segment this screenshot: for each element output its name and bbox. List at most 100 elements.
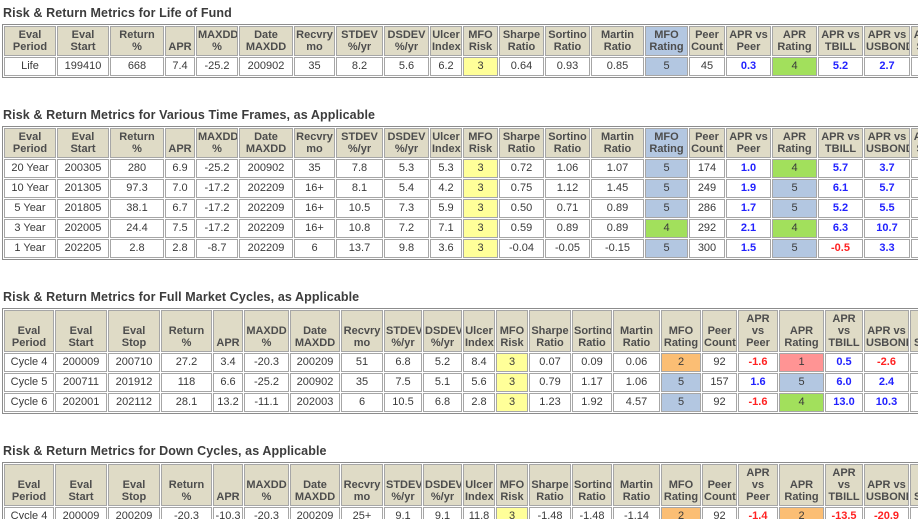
column-header: Martin Ratio xyxy=(591,26,644,56)
data-cell: 1.23 xyxy=(529,393,571,412)
data-cell: 6.0 xyxy=(825,373,863,392)
data-cell: -20.9 xyxy=(864,507,909,519)
data-cell: 6.9 xyxy=(165,159,195,178)
data-cell: 5 xyxy=(772,199,817,218)
column-header: Date MAXDD xyxy=(239,26,293,56)
data-cell: 202209 xyxy=(239,219,293,238)
column-header: MAXDD % xyxy=(196,128,238,158)
data-cell: -8.7 xyxy=(196,239,238,258)
data-cell: 1.0 xyxy=(726,159,771,178)
data-cell: 3 xyxy=(463,179,498,198)
column-header: Eval Start xyxy=(55,310,107,352)
column-header: APR xyxy=(213,310,243,352)
table-row: 20 Year 200305 280 6.9 -25.2 200902 35 7.8 5.3 5.… xyxy=(4,159,918,178)
data-cell: -20.3 xyxy=(244,507,289,519)
data-cell: 202209 xyxy=(239,199,293,218)
data-cell: 0.2 xyxy=(911,239,918,258)
data-cell: -3.1 xyxy=(911,159,918,178)
data-cell: 8.4 xyxy=(463,353,495,372)
data-cell: 1 xyxy=(779,353,824,372)
section-title-full-market-cycles: Risk & Return Metrics for Full Market Cy… xyxy=(3,290,360,304)
data-cell: 5.1 xyxy=(423,373,462,392)
column-header: APR vs USBOND xyxy=(864,128,910,158)
data-cell: 3 xyxy=(496,507,528,519)
column-header: APR xyxy=(213,464,243,506)
column-header: Eval Period xyxy=(4,310,54,352)
data-cell: 0.79 xyxy=(529,373,571,392)
column-header: Sortino Ratio xyxy=(545,128,590,158)
column-header: Ulcer Index xyxy=(430,128,462,158)
data-cell: 6 xyxy=(341,393,383,412)
column-header: Sharpe Ratio xyxy=(499,26,544,56)
data-cell: -25.2 xyxy=(244,373,289,392)
column-header: MFO Rating xyxy=(645,128,688,158)
data-cell: 1.06 xyxy=(545,159,590,178)
data-cell: -17.2 xyxy=(196,179,238,198)
data-cell: 4.57 xyxy=(613,393,660,412)
data-cell: 6.1 xyxy=(818,179,863,198)
data-cell: 13.7 xyxy=(336,239,383,258)
data-cell: 5 xyxy=(645,159,688,178)
column-header: Eval Start xyxy=(57,26,109,56)
data-cell: 0.59 xyxy=(499,219,544,238)
column-header: Martin Ratio xyxy=(613,464,660,506)
column-header: APR vs SP500 xyxy=(910,464,918,506)
data-cell: 0.89 xyxy=(591,219,644,238)
data-cell: 1.4 xyxy=(910,353,918,372)
column-header: APR Rating xyxy=(779,464,824,506)
data-cell: 9.8 xyxy=(384,239,429,258)
data-cell: 202003 xyxy=(290,393,340,412)
data-cell: 92 xyxy=(702,507,737,519)
data-cell: 202005 xyxy=(57,219,109,238)
data-cell: 5 Year xyxy=(4,199,56,218)
data-cell: 25+ xyxy=(341,507,383,519)
data-cell: 7.1 xyxy=(430,219,462,238)
column-header: APR vs TBILL xyxy=(825,310,863,352)
data-cell: 3.3 xyxy=(864,239,910,258)
data-cell: 2 xyxy=(661,353,701,372)
data-cell: 10.8 xyxy=(336,219,383,238)
data-cell: 1.12 xyxy=(545,179,590,198)
full-market-cycles-table: Eval Period Eval Start Eval Stop Return % AP… xyxy=(2,308,918,414)
table-row: Cycle 4 200009 200209 -20.3 -10.3 -20.3 200209… xyxy=(4,507,918,519)
data-cell: 4 xyxy=(772,219,817,238)
data-cell: 5 xyxy=(645,57,688,76)
data-cell: 0.93 xyxy=(545,57,590,76)
column-header: Recvry mo xyxy=(341,464,383,506)
header-row: Eval Period Eval Start Return % APR MAXDD % D… xyxy=(4,26,918,56)
column-header: Ulcer Index xyxy=(463,310,495,352)
data-cell: 3 xyxy=(496,353,528,372)
data-cell: 10.5 xyxy=(336,199,383,218)
column-header: MAXDD % xyxy=(196,26,238,56)
column-header: MFO Risk xyxy=(496,310,528,352)
data-cell: 27.2 xyxy=(161,353,212,372)
data-cell: 35 xyxy=(294,57,335,76)
column-header: Martin Ratio xyxy=(613,310,660,352)
data-cell: 4.2 xyxy=(430,179,462,198)
data-cell: 5.7 xyxy=(818,159,863,178)
data-cell: 5.5 xyxy=(864,199,910,218)
column-header: Date MAXDD xyxy=(290,464,340,506)
column-header: Return % xyxy=(161,464,212,506)
data-cell: 118 xyxy=(161,373,212,392)
data-cell: 3 xyxy=(463,57,498,76)
data-cell: 3 xyxy=(463,219,498,238)
data-cell: 8.1 xyxy=(336,179,383,198)
data-cell: -0.05 xyxy=(545,239,590,258)
data-cell: 16+ xyxy=(294,199,335,218)
data-cell: -0.04 xyxy=(499,239,544,258)
data-cell: 300 xyxy=(689,239,725,258)
column-header: MAXDD % xyxy=(244,464,289,506)
data-cell: 202209 xyxy=(239,239,293,258)
table-row: 1 Year 202205 2.8 2.8 -8.7 202209 6 13.7 9.8 3.6 3… xyxy=(4,239,918,258)
column-header: Return % xyxy=(110,26,164,56)
data-cell: 280 xyxy=(110,159,164,178)
data-cell: -1.48 xyxy=(529,507,571,519)
data-cell: 286 xyxy=(689,199,725,218)
data-cell: -25.2 xyxy=(196,159,238,178)
data-cell: 3 xyxy=(496,373,528,392)
data-cell: 14.5 xyxy=(910,507,918,519)
data-cell: 0.89 xyxy=(545,219,590,238)
data-cell: -20.3 xyxy=(161,507,212,519)
